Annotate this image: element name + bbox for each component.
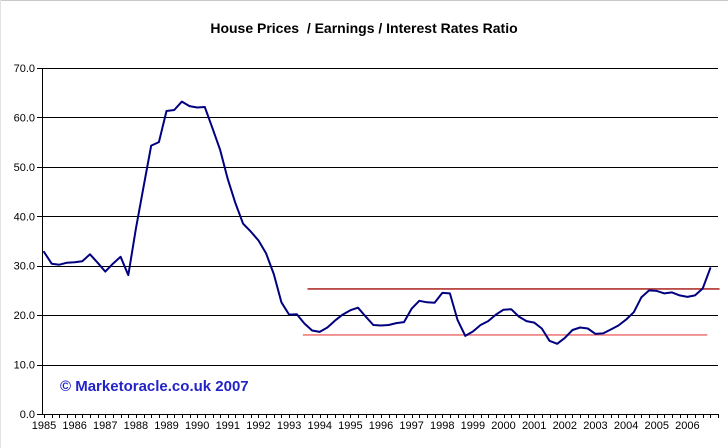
data-series (43, 100, 712, 345)
x-axis-label-2001: 2001 (522, 420, 546, 432)
y-axis-label-40: 40.0 (14, 211, 35, 223)
x-axis-label-1999: 1999 (461, 420, 485, 432)
y-axis-label-60: 60.0 (14, 112, 35, 124)
x-axis-label-1993: 1993 (277, 420, 301, 432)
x-axis-label-1992: 1992 (246, 420, 270, 432)
y-axis-label-70: 70.0 (14, 63, 35, 75)
x-axis-label-2004: 2004 (614, 420, 638, 432)
y-axis-label-10: 10.0 (14, 360, 35, 372)
x-axis-label-1988: 1988 (124, 420, 148, 432)
x-axis-label-1987: 1987 (93, 420, 117, 432)
copyright-watermark: © Marketoracle.co.uk 2007 (60, 378, 249, 395)
x-axis-label-2006: 2006 (675, 420, 699, 432)
x-axis-label-1986: 1986 (62, 420, 86, 432)
x-axis-label-1995: 1995 (338, 420, 362, 432)
x-axis-label-1996: 1996 (369, 420, 393, 432)
y-axis-label-20: 20.0 (14, 310, 35, 322)
tick-marks (37, 68, 719, 418)
axes (42, 68, 718, 415)
x-axis-label-1997: 1997 (399, 420, 423, 432)
x-axis-label-2002: 2002 (553, 420, 577, 432)
y-axis-label-50: 50.0 (14, 162, 35, 174)
chart-title: House Prices / Earnings / Interest Rates… (210, 20, 518, 36)
axis-labels: 0.0 10.0 20.0 30.0 40.0 50.0 60.0 70.0 1985 1986 1… (14, 63, 700, 432)
y-axis-label-0: 0.0 (20, 409, 35, 421)
y-axis-label-30: 30.0 (14, 261, 35, 273)
x-axis-label-1994: 1994 (307, 420, 331, 432)
x-axis-label-1990: 1990 (185, 420, 209, 432)
reference-lines (302, 288, 720, 336)
x-axis-label-2003: 2003 (583, 420, 607, 432)
gridlines (42, 68, 718, 366)
x-axis-label-2005: 2005 (644, 420, 668, 432)
x-axis-label-2000: 2000 (491, 420, 515, 432)
x-axis-label-1991: 1991 (216, 420, 240, 432)
x-axis-label-1989: 1989 (154, 420, 178, 432)
x-axis-label-1998: 1998 (430, 420, 454, 432)
x-axis-label-1985: 1985 (32, 420, 56, 432)
house-prices-earnings-interest-rates-ratio-line (43, 100, 712, 345)
